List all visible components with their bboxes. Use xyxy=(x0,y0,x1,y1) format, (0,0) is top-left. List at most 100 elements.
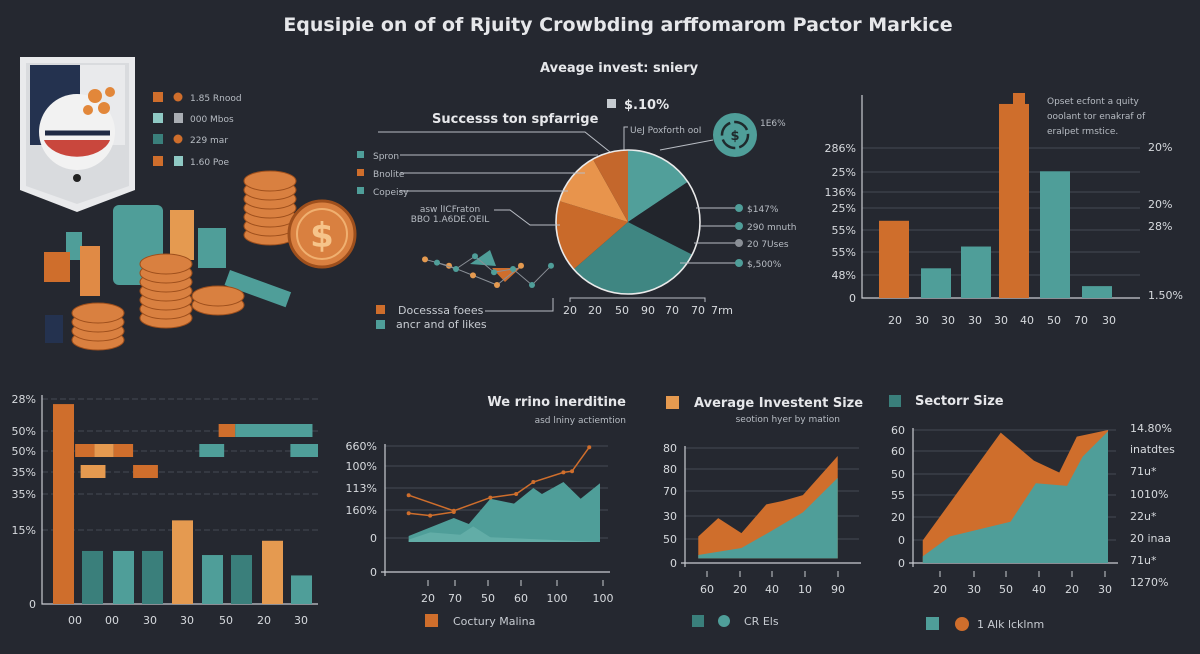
x-tick-label: 50 xyxy=(481,592,495,605)
area-series xyxy=(408,526,600,542)
legend-square xyxy=(174,113,183,123)
pie-right-label: 20 7Uses xyxy=(747,240,789,250)
svg-text:$: $ xyxy=(730,129,739,144)
legend-dot xyxy=(735,222,743,230)
legend-square xyxy=(357,187,364,194)
bar xyxy=(53,404,74,604)
x-tick-label: 20 xyxy=(1065,583,1079,596)
data-point xyxy=(434,259,440,266)
right-axis-label: 1.50% xyxy=(1148,289,1183,302)
legend-label: CR Els xyxy=(744,615,779,628)
value-badge: $.10% xyxy=(624,98,669,113)
money-cycle-icon: $ xyxy=(713,113,757,157)
data-point xyxy=(451,510,456,514)
right-axis-label: 28% xyxy=(1148,220,1172,233)
x-tick-label: 20 xyxy=(257,614,271,627)
x-tick-label: 30 xyxy=(941,314,955,327)
legend-label: 1 Alk lcklnm xyxy=(977,618,1044,631)
x-tick-label: 40 xyxy=(1020,314,1034,327)
pie-right-label: 290 mnuth xyxy=(747,223,796,233)
y-tick-label: 55 xyxy=(891,489,905,502)
axis-line xyxy=(381,444,610,576)
pie-right-labels: $147% 290 mnuth 20 7Uses $,500% xyxy=(680,204,796,270)
y-tick-label: 80 xyxy=(663,442,677,455)
legend-dot xyxy=(735,259,743,267)
coins-illustration: $ xyxy=(44,170,357,351)
pie-bottom-legend-2: ancr and of likes xyxy=(396,318,487,331)
orange-cube xyxy=(44,252,70,282)
data-point xyxy=(422,256,428,263)
y-tick-label: 136% xyxy=(825,186,856,199)
y-tick-label: 60 xyxy=(891,445,905,458)
y-tick-label: 660% xyxy=(346,440,377,453)
average-investment-size-chart: 80 80 70 30 50 0 60 20 40 10 90 Average Investent S… xyxy=(663,396,863,628)
x-tick-label: 70 xyxy=(1074,314,1088,327)
bar xyxy=(172,520,193,604)
y-tick-label: 28% xyxy=(12,393,36,406)
coin-stack xyxy=(243,170,297,192)
data-point xyxy=(587,445,592,450)
teal-bar xyxy=(224,269,292,308)
top-left-legend: 1.85 Rnood 000 Mbos 229 mar 1.60 Poe xyxy=(153,92,242,168)
x-tick-label: 20 xyxy=(421,592,435,605)
y-tick-label: 20 xyxy=(891,511,905,524)
top-right-bar-chart: 286% 25% 136% 25% 55% 55% 48% 0 20 30 30 30 30 40 50 70… xyxy=(825,93,1183,327)
legend-square xyxy=(357,169,364,176)
area-series xyxy=(922,431,1108,563)
x-tick-label: 7rm xyxy=(711,304,733,317)
legend-square xyxy=(153,156,163,166)
chart-subtitle: seotion hyer by mation xyxy=(736,415,840,425)
x-tick-label: 30 xyxy=(294,614,308,627)
x-tick-label: 40 xyxy=(1032,583,1046,596)
legend-dot xyxy=(735,204,743,212)
bottom-left-bar-chart: 28%50%50%35%35%15%000 00 30 30 50 20 30 xyxy=(12,393,318,627)
floating-bar xyxy=(235,424,313,437)
legend-swatch xyxy=(889,395,901,407)
floating-bar xyxy=(113,444,134,457)
data-point xyxy=(570,469,575,474)
chart-title: Average Investent Size xyxy=(694,396,863,411)
legend-swatch-orange xyxy=(376,305,385,314)
x-tick-label: 100 xyxy=(593,592,614,605)
navy-block xyxy=(45,315,63,343)
bar xyxy=(231,555,252,604)
pie-x-axis: 20 20 50 90 70 70 7rm xyxy=(563,297,733,317)
x-tick-label: 60 xyxy=(514,592,528,605)
x-axis-line xyxy=(569,297,706,302)
legend-text: Opset ecfont a quity xyxy=(1047,97,1139,107)
area-fill xyxy=(470,250,496,266)
right-axis-label: 20% xyxy=(1148,198,1172,211)
right-axis-label: 20 inaa xyxy=(1130,532,1171,545)
y-tick-label: 0 xyxy=(898,534,905,547)
y-tick-label: 30 xyxy=(663,510,677,523)
right-axis-label: 71u* xyxy=(1130,554,1157,567)
legend-swatch xyxy=(425,614,438,627)
y-tick-label: 113% xyxy=(346,482,377,495)
y-tick-label: 50 xyxy=(891,468,905,481)
legend-dot xyxy=(955,617,969,631)
y-tick-label: 80 xyxy=(663,463,677,476)
pie-left-label: Spron xyxy=(373,152,399,162)
right-axis-label: inatdtes xyxy=(1130,443,1175,456)
y-tick-label: 55% xyxy=(832,246,856,259)
mini-line-chart xyxy=(422,250,554,288)
bar xyxy=(82,550,103,604)
pie-right-label: $,500% xyxy=(747,260,782,270)
x-tick-label: 70 xyxy=(665,304,679,317)
x-tick-label: 60 xyxy=(700,583,714,596)
x-tick-label: 30 xyxy=(994,314,1008,327)
x-tick-label: 30 xyxy=(1098,583,1112,596)
y-tick-label: 0 xyxy=(670,557,677,570)
floating-bar xyxy=(94,444,114,457)
pie-callout: UeJ Poxforth ooI xyxy=(630,126,701,136)
x-tick-label: 30 xyxy=(143,614,157,627)
crowdfunding-badge-illustration xyxy=(20,57,135,212)
x-tick-label: 100 xyxy=(547,592,568,605)
pie-bottom-legend-1: Docesssa foees xyxy=(398,304,484,317)
x-tick-label: 10 xyxy=(798,583,812,596)
y-tick-label: 55% xyxy=(832,224,856,237)
bar xyxy=(202,555,223,604)
legend-dot xyxy=(718,615,730,627)
y-tick-label: 35% xyxy=(12,466,36,479)
